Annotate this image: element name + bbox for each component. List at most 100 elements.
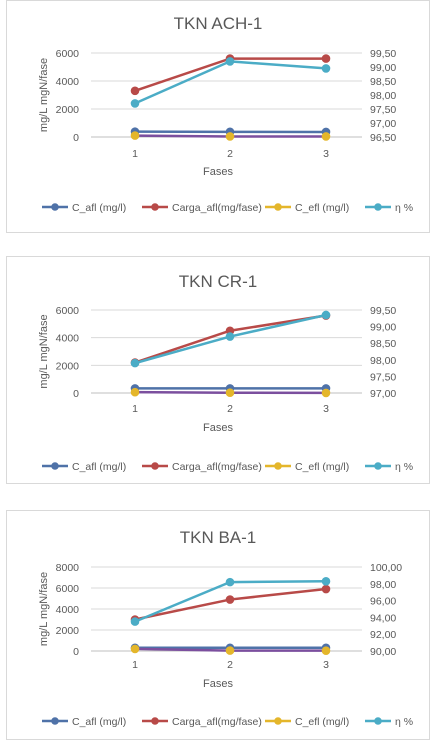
y2-tick-label: 98,00 [370, 90, 396, 102]
y2-tick-label: 98,50 [370, 76, 396, 88]
x-tick-label: 3 [323, 403, 329, 415]
data-point-C_efl [130, 644, 140, 654]
y-tick-label: 4000 [56, 76, 80, 88]
y2-tick-label: 98,50 [370, 338, 396, 350]
legend-label: C_efl (mg/l) [295, 202, 349, 214]
data-point-C_efl [321, 388, 331, 398]
y2-tick-label: 90,00 [370, 646, 396, 658]
legend-marker-C_afl [51, 203, 59, 211]
legend-marker-Carga_afl [151, 717, 159, 725]
y-axis-label: mg/L mgN/fase [38, 572, 50, 646]
data-point-C_efl [321, 132, 331, 141]
y-tick-label: 8000 [56, 562, 80, 574]
x-tick-label: 1 [132, 403, 138, 415]
legend-marker-eta [374, 462, 382, 470]
data-point-Carga_afl [321, 54, 331, 63]
legend-marker-eta [374, 203, 382, 211]
legend-marker-Carga_afl [151, 462, 159, 470]
data-point-eta [321, 310, 331, 320]
y-tick-label: 6000 [56, 583, 80, 595]
y-tick-label: 2000 [56, 625, 80, 637]
chart-title: TKN BA-1 [180, 528, 257, 547]
x-axis-label: Fases [203, 422, 233, 434]
data-point-Carga_afl [225, 595, 235, 604]
legend-marker-C_efl [274, 717, 282, 725]
y2-tick-label: 94,00 [370, 612, 396, 624]
legend-label: η % [395, 716, 413, 728]
chart-panel-cr-1: TKN CR-1 0 2000 4000 6000 97,00 97,50 98,00 98,5… [6, 256, 430, 484]
y-axis-label: mg/L mgN/fase [38, 58, 50, 132]
x-tick-label: 1 [132, 148, 138, 160]
x-tick-label: 3 [323, 659, 329, 671]
chart-panel-ba-1: TKN BA-1 0 2000 4000 6000 8000 90,00 92,00 94,00… [6, 510, 430, 740]
x-axis-label: Fases [203, 678, 233, 690]
y-axis-label: mg/L mgN/fase [38, 314, 50, 388]
data-point-C_efl [225, 388, 235, 398]
data-point-eta [225, 332, 235, 341]
legend-marker-Carga_afl [151, 203, 159, 211]
y2-tick-label: 96,00 [370, 596, 396, 608]
legend-marker-eta [374, 717, 382, 725]
y-tick-label: 4000 [56, 333, 80, 345]
data-point-eta [321, 64, 331, 73]
data-point-eta [130, 99, 140, 108]
y-tick-label: 0 [73, 132, 79, 144]
x-tick-label: 3 [323, 148, 329, 160]
chart-title: TKN ACH-1 [174, 14, 263, 33]
y2-tick-label: 99,00 [370, 322, 396, 334]
chart-svg-ba-1: TKN BA-1 0 2000 4000 6000 8000 90,00 92,00 94,00… [38, 528, 413, 728]
y-tick-label: 2000 [56, 104, 80, 116]
legend-marker-C_efl [274, 462, 282, 470]
x-tick-label: 2 [227, 659, 233, 671]
chart-svg-ach-1: TKN ACH-1 0 2000 4000 6000 96,50 97,00 97,50 98,… [38, 14, 413, 214]
legend-label: C_afl (mg/l) [72, 716, 126, 728]
y2-tick-label: 97,50 [370, 104, 396, 116]
y-tick-label: 2000 [56, 360, 80, 372]
legend-label: C_efl (mg/l) [295, 716, 349, 728]
y2-tick-label: 99,50 [370, 48, 396, 60]
y2-tick-label: 98,00 [370, 355, 396, 367]
legend-label: Carga_afl(mg/fase) [172, 461, 262, 473]
data-point-C_efl [321, 646, 331, 655]
y2-tick-label: 98,00 [370, 579, 396, 591]
y2-tick-label: 99,50 [370, 305, 396, 317]
x-tick-label: 2 [227, 403, 233, 415]
data-point-eta [225, 57, 235, 66]
data-point-Carga_afl [130, 86, 140, 96]
series-line-Carga_afl [134, 587, 327, 621]
x-axis-label: Fases [203, 166, 233, 178]
legend-marker-C_afl [51, 717, 59, 725]
data-point-C_efl [225, 646, 235, 655]
data-point-C_efl [130, 131, 140, 140]
chart-svg-cr-1: TKN CR-1 0 2000 4000 6000 97,00 97,50 98,00 98,5… [38, 272, 413, 473]
data-point-C_efl [130, 387, 140, 397]
chart-panel-ach-1: TKN ACH-1 0 2000 4000 6000 96,50 97,00 97,50 98,… [6, 0, 430, 233]
y2-tick-label: 92,00 [370, 629, 396, 641]
data-point-Carga_afl [321, 584, 331, 594]
y-tick-label: 4000 [56, 604, 80, 616]
x-tick-label: 1 [132, 659, 138, 671]
legend-label: Carga_afl(mg/fase) [172, 202, 262, 214]
data-point-eta [321, 576, 331, 586]
y2-tick-label: 97,00 [370, 388, 396, 400]
data-point-C_efl [225, 132, 235, 141]
legend-label: C_afl (mg/l) [72, 461, 126, 473]
y-tick-label: 6000 [56, 48, 80, 60]
y2-tick-label: 100,00 [370, 562, 402, 574]
data-point-eta [130, 358, 140, 368]
data-point-eta [130, 617, 140, 626]
y-tick-label: 0 [73, 646, 79, 658]
legend-marker-C_afl [51, 462, 59, 470]
y-tick-label: 0 [73, 388, 79, 400]
chart-title: TKN CR-1 [179, 272, 257, 291]
x-tick-label: 2 [227, 148, 233, 160]
data-point-eta [225, 577, 235, 587]
legend-label: η % [395, 202, 413, 214]
legend-label: η % [395, 461, 413, 473]
y2-tick-label: 99,00 [370, 62, 396, 74]
y2-tick-label: 97,50 [370, 371, 396, 383]
legend-label: C_afl (mg/l) [72, 202, 126, 214]
y2-tick-label: 96,50 [370, 132, 396, 144]
y-tick-label: 6000 [56, 305, 80, 317]
legend-label: Carga_afl(mg/fase) [172, 716, 262, 728]
